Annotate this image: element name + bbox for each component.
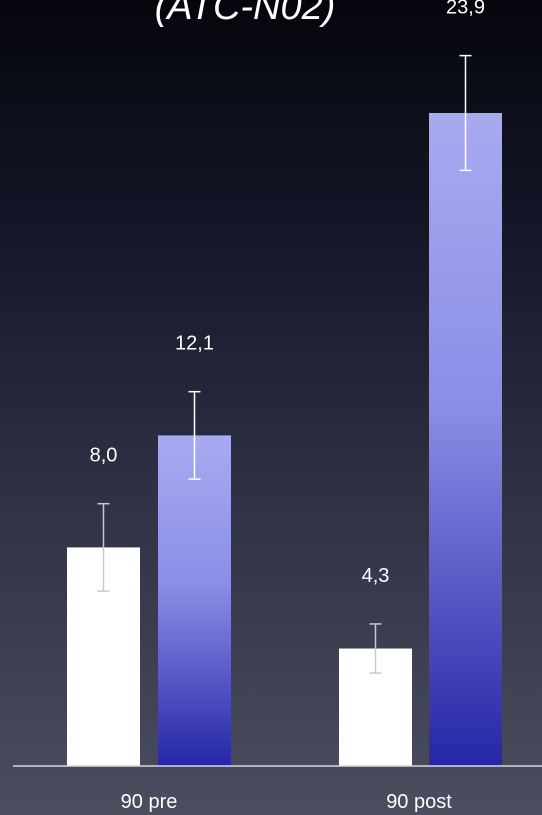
- error-bar-s2-2: [459, 54, 472, 172]
- bar-s2-90-pre: [158, 435, 231, 766]
- bar-s2-90-post: [429, 113, 502, 766]
- x-tick-label-2: 90 post: [386, 791, 452, 813]
- data-label-s2-1: 12,1: [175, 333, 214, 355]
- data-label-s1-2: 4,3: [362, 565, 390, 587]
- data-label-s1-1: 8,0: [90, 445, 118, 467]
- error-bar-s2-1: [188, 390, 201, 480]
- chart-title: (ATC-N02): [154, 0, 336, 28]
- x-tick-label-1: 90 pre: [121, 791, 178, 813]
- data-label-s2-2: 23,9: [446, 0, 485, 19]
- error-bar-s1-1: [97, 502, 110, 592]
- error-bar-s1-2: [369, 623, 382, 674]
